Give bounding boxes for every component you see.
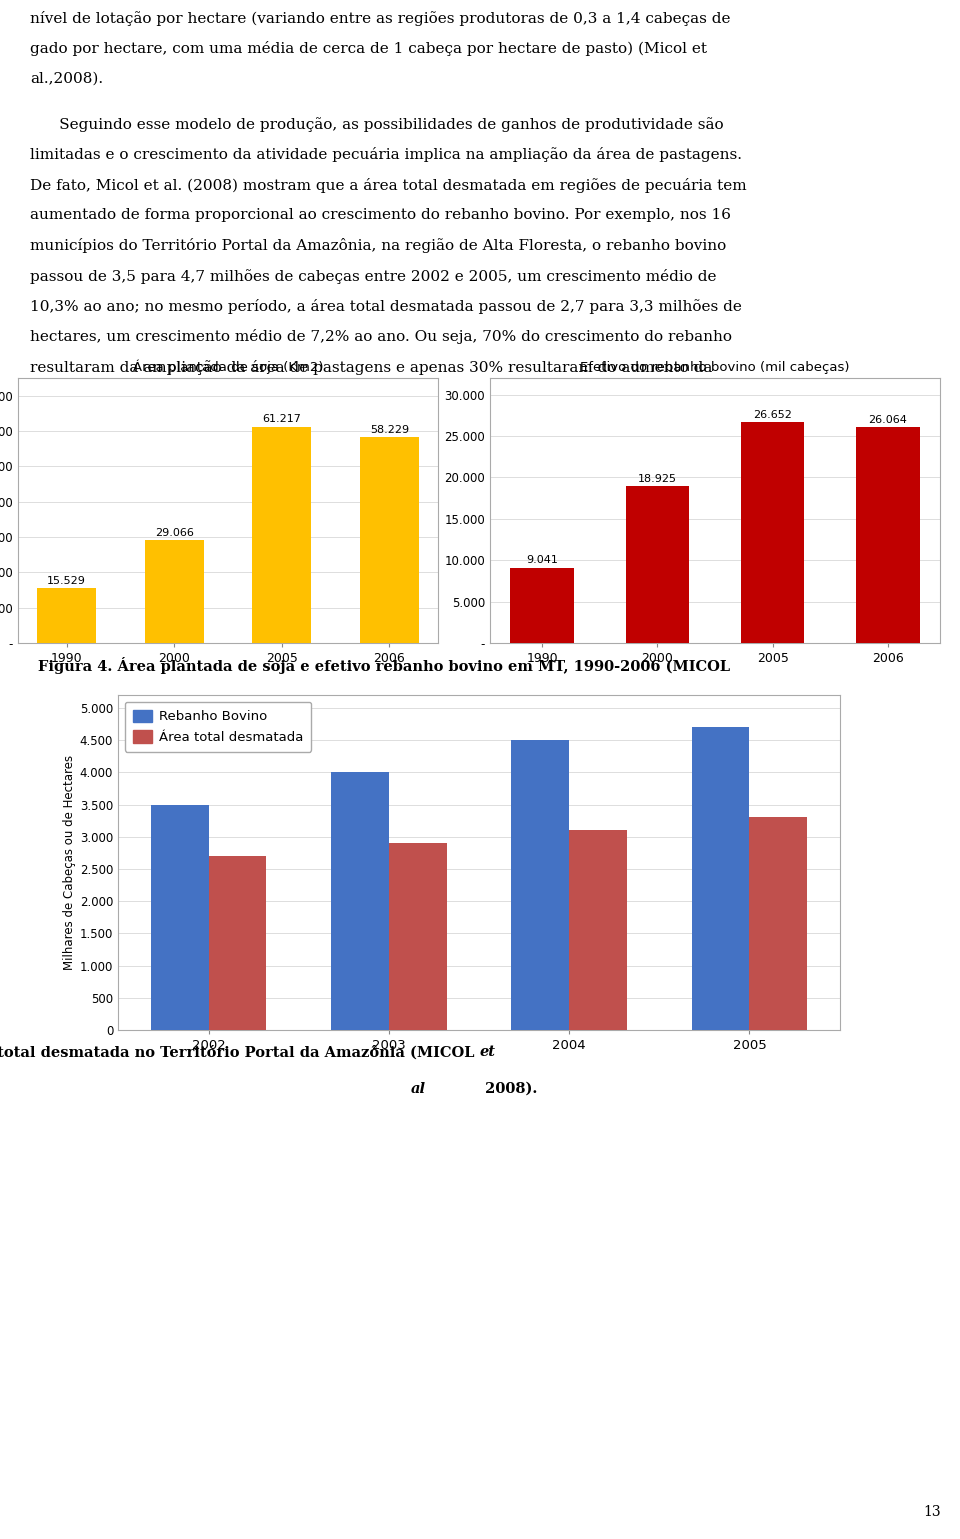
Bar [145,540,204,643]
Legend: Rebanho Bovino, Área total desmatada: Rebanho Bovino, Área total desmatada [125,702,311,751]
Text: hectares, um crescimento médio de 7,2% ao ano. Ou seja, 70% do crescimento do re: hectares, um crescimento médio de 7,2% a… [30,329,732,345]
Text: 61.217: 61.217 [262,414,301,425]
Text: Seguindo esse modelo de produção, as possibilidades de ganhos de produtividade s: Seguindo esse modelo de produção, as pos… [30,117,724,132]
Text: resultaram da ampliação da área de pastagens e apenas 30% resultaram do aumento : resultaram da ampliação da área de pasta… [30,360,712,374]
Text: Figura 5. Rebanho bovino e área total desmatada no Território Portal da Amazônia: Figura 5. Rebanho bovino e área total de… [0,1045,480,1060]
Text: al.,2008).: al.,2008). [30,72,103,86]
Bar [692,728,750,1030]
Title: Efetivo do rebanho bovino (mil cabeças): Efetivo do rebanho bovino (mil cabeças) [580,362,850,374]
Text: nível de lotação por hectare (variando entre as regiões produtoras de 0,3 a 1,4 : nível de lotação por hectare (variando e… [30,11,731,26]
Bar [856,428,920,643]
Bar [331,773,389,1030]
Text: 15.529: 15.529 [47,576,86,586]
Bar [37,588,96,643]
Text: produtividade.: produtividade. [30,389,143,403]
Text: et: et [480,1045,496,1059]
Text: 26.064: 26.064 [869,414,907,425]
Bar [208,856,266,1030]
Bar [511,568,574,643]
Bar [750,817,807,1030]
Bar [360,437,419,643]
Text: 29.066: 29.066 [155,528,194,537]
Bar [626,486,689,643]
Bar [151,805,208,1030]
Text: gado por hectare, com uma média de cerca de 1 cabeça por hectare de pasto) (Mico: gado por hectare, com uma média de cerca… [30,42,707,57]
Title: Área plantada de soja (Km2): Área plantada de soja (Km2) [132,360,324,374]
Bar [389,843,446,1030]
Text: 58.229: 58.229 [370,425,409,436]
Text: municípios do Território Portal da Amazônia, na região de Alta Floresta, o reban: municípios do Território Portal da Amazô… [30,239,727,254]
Bar [512,740,569,1030]
Bar [741,422,804,643]
Text: al: al [411,1082,425,1096]
Text: limitadas e o crescimento da atividade pecuária implica na ampliação da área de : limitadas e o crescimento da atividade p… [30,148,742,162]
Text: 9.041: 9.041 [526,556,558,565]
Text: Figura 4. Área plantada de soja e efetivo rebanho bovino em MT, 1990-2006 (MICOL: Figura 4. Área plantada de soja e efetiv… [37,657,735,674]
Text: 18.925: 18.925 [637,474,677,483]
Y-axis label: Milhares de Cabeças ou de Hectares: Milhares de Cabeças ou de Hectares [62,756,76,970]
Bar [252,426,311,643]
Text: 13: 13 [924,1505,941,1519]
Text: 26.652: 26.652 [754,409,792,420]
Text: passou de 3,5 para 4,7 milhões de cabeças entre 2002 e 2005, um crescimento médi: passou de 3,5 para 4,7 milhões de cabeça… [30,269,716,283]
Text: 2008).: 2008). [480,1082,538,1096]
Text: 10,3% ao ano; no mesmo período, a área total desmatada passou de 2,7 para 3,3 mi: 10,3% ao ano; no mesmo período, a área t… [30,299,742,314]
Text: De fato, Micol et al. (2008) mostram que a área total desmatada em regiões de pe: De fato, Micol et al. (2008) mostram que… [30,177,747,192]
Text: aumentado de forma proporcional ao crescimento do rebanho bovino. Por exemplo, n: aumentado de forma proporcional ao cresc… [30,208,731,222]
Bar [569,830,627,1030]
